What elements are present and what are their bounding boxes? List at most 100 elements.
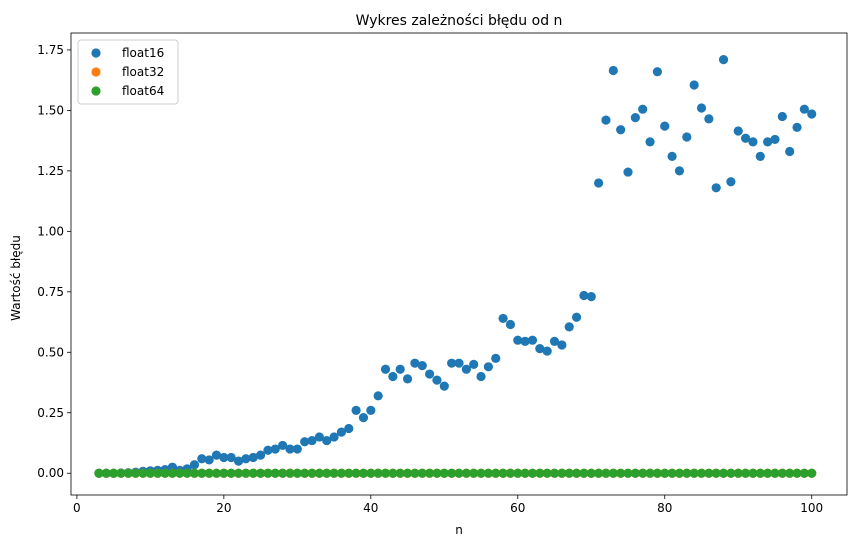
point-float64 bbox=[718, 468, 729, 478]
point-float64 bbox=[586, 468, 596, 478]
point-float64 bbox=[498, 468, 508, 478]
point-float16 bbox=[667, 151, 677, 161]
point-float64 bbox=[807, 468, 817, 478]
x-tick-label: 40 bbox=[363, 501, 378, 515]
point-float16 bbox=[571, 312, 582, 322]
point-float64 bbox=[608, 468, 618, 478]
point-float16 bbox=[586, 292, 596, 302]
point-float16 bbox=[513, 335, 523, 345]
point-float64 bbox=[645, 468, 655, 478]
point-float64 bbox=[263, 468, 273, 478]
point-float64 bbox=[483, 468, 493, 478]
point-float16 bbox=[410, 358, 420, 368]
point-float16 bbox=[248, 452, 258, 463]
point-float64 bbox=[241, 468, 251, 478]
point-float16 bbox=[542, 346, 552, 356]
point-float64 bbox=[167, 468, 178, 478]
point-float16 bbox=[417, 360, 427, 371]
x-tick-label: 60 bbox=[510, 501, 525, 515]
point-float16 bbox=[755, 151, 765, 161]
point-float64 bbox=[380, 468, 391, 478]
point-float64 bbox=[366, 468, 376, 478]
point-float64 bbox=[395, 468, 405, 478]
point-float64 bbox=[763, 468, 773, 478]
point-float16 bbox=[799, 104, 809, 114]
point-float16 bbox=[292, 444, 302, 454]
point-float16 bbox=[682, 132, 692, 142]
point-float64 bbox=[755, 468, 765, 478]
point-float64 bbox=[667, 468, 677, 478]
x-tick-label: 0 bbox=[73, 501, 81, 515]
point-float64 bbox=[94, 468, 104, 478]
y-tick-label: 1.25 bbox=[37, 164, 64, 178]
point-float64 bbox=[182, 468, 192, 478]
point-float64 bbox=[336, 468, 347, 478]
point-float16 bbox=[432, 375, 442, 385]
point-float64 bbox=[116, 468, 126, 478]
point-float64 bbox=[322, 468, 332, 478]
point-float16 bbox=[197, 454, 207, 464]
point-float64 bbox=[131, 468, 141, 478]
point-float16 bbox=[630, 113, 640, 123]
point-float64 bbox=[571, 468, 582, 478]
point-float64 bbox=[491, 468, 501, 478]
point-float64 bbox=[358, 468, 369, 478]
point-float64 bbox=[792, 468, 802, 478]
point-float16 bbox=[447, 358, 457, 368]
point-float64 bbox=[454, 468, 464, 478]
point-float64 bbox=[505, 468, 516, 478]
point-float64 bbox=[549, 468, 560, 478]
point-float64 bbox=[733, 468, 743, 478]
legend: float16 float32 float64 bbox=[77, 39, 179, 105]
point-float16 bbox=[322, 435, 332, 446]
plot-area: 0 20 40 60 80 100 0.00 0.25 0.50 0.75 1.00 1.25 1.50… bbox=[37, 32, 848, 515]
point-float64 bbox=[417, 468, 427, 478]
point-float64 bbox=[388, 468, 398, 478]
point-float64 bbox=[211, 468, 222, 478]
point-float64 bbox=[138, 468, 148, 478]
point-float16 bbox=[380, 364, 391, 374]
point-float64 bbox=[535, 468, 545, 478]
point-float16 bbox=[204, 455, 214, 465]
point-float64 bbox=[160, 468, 170, 478]
point-float16 bbox=[557, 340, 567, 350]
point-float64 bbox=[770, 468, 780, 478]
point-float16 bbox=[726, 177, 736, 187]
point-float64 bbox=[660, 468, 670, 478]
point-float16 bbox=[358, 412, 369, 423]
point-float16 bbox=[718, 55, 729, 65]
point-float16 bbox=[233, 456, 244, 466]
point-float64 bbox=[402, 468, 413, 478]
point-float64 bbox=[542, 468, 552, 478]
point-float16 bbox=[645, 137, 655, 147]
point-float64 bbox=[175, 468, 185, 478]
point-float64 bbox=[233, 468, 244, 478]
point-float16 bbox=[505, 319, 516, 330]
point-float64 bbox=[248, 468, 258, 478]
point-float16 bbox=[300, 437, 310, 447]
point-float16 bbox=[608, 65, 618, 76]
point-float16 bbox=[344, 423, 354, 434]
point-float64 bbox=[329, 468, 339, 478]
point-float16 bbox=[535, 344, 545, 354]
point-float16 bbox=[660, 121, 670, 131]
point-float64 bbox=[314, 468, 324, 478]
point-float16 bbox=[616, 125, 626, 135]
point-float16 bbox=[549, 336, 560, 347]
y-tick-label: 0.00 bbox=[37, 466, 64, 480]
y-tick-label: 0.75 bbox=[37, 285, 64, 299]
point-float64 bbox=[601, 468, 611, 478]
point-float16 bbox=[454, 358, 464, 368]
point-float64 bbox=[101, 468, 111, 478]
series-float16 bbox=[94, 55, 817, 478]
point-float64 bbox=[638, 468, 648, 478]
point-float64 bbox=[109, 468, 119, 478]
point-float16 bbox=[579, 290, 589, 301]
point-float64 bbox=[351, 468, 361, 478]
point-float64 bbox=[123, 468, 133, 478]
point-float64 bbox=[520, 468, 530, 478]
point-float16 bbox=[219, 452, 229, 463]
point-float64 bbox=[278, 468, 288, 478]
point-float64 bbox=[740, 468, 751, 478]
